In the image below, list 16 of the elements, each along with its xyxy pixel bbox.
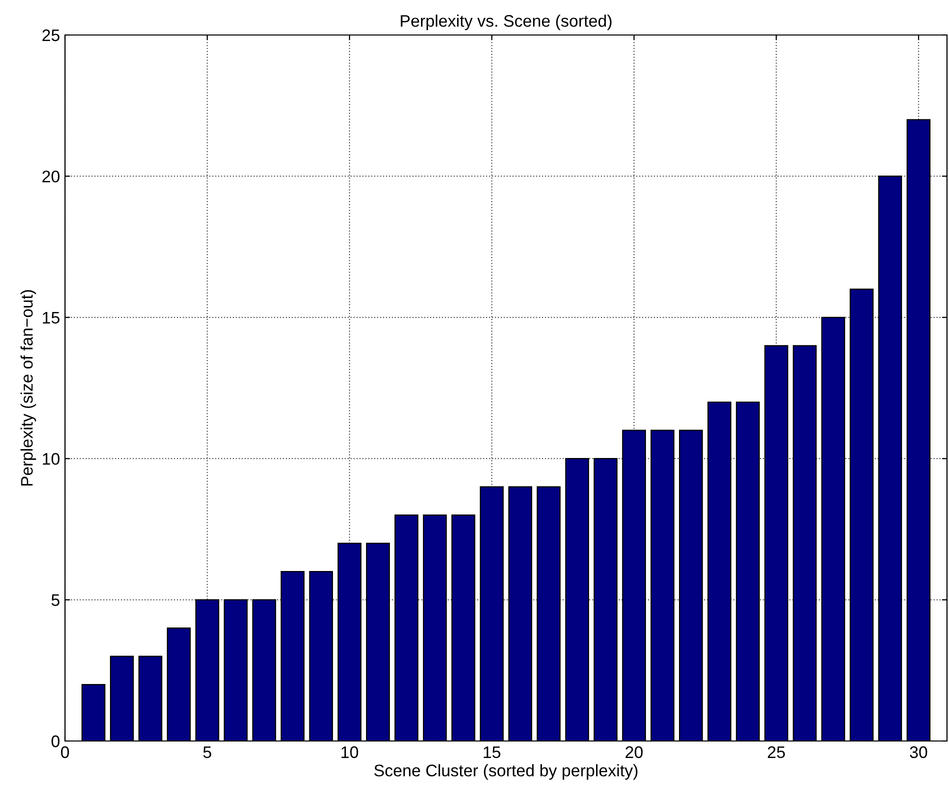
x-tick-label: 30 — [910, 746, 928, 758]
y-tick-label: 0 — [52, 735, 60, 748]
x-tick-label: 0 — [61, 746, 69, 758]
y-axis-title: Perplexity (size of fan−out) — [20, 290, 36, 486]
chart-title: Perplexity vs. Scene (sorted) — [400, 14, 612, 30]
x-tick-label: 25 — [768, 746, 785, 758]
y-tick-label: 5 — [52, 594, 60, 606]
y-tick-label: 15 — [42, 312, 60, 324]
x-tick-label: 20 — [626, 746, 643, 758]
x-tick-label: 10 — [342, 746, 358, 758]
x-tick-label: 5 — [203, 746, 212, 758]
y-tick-label: 10 — [42, 453, 60, 465]
x-tick-label: 15 — [484, 746, 500, 758]
y-tick-label: 20 — [42, 170, 60, 182]
x-axis-title: Scene Cluster (sorted by perplexity) — [374, 764, 638, 780]
y-tick-label: 25 — [42, 29, 60, 42]
